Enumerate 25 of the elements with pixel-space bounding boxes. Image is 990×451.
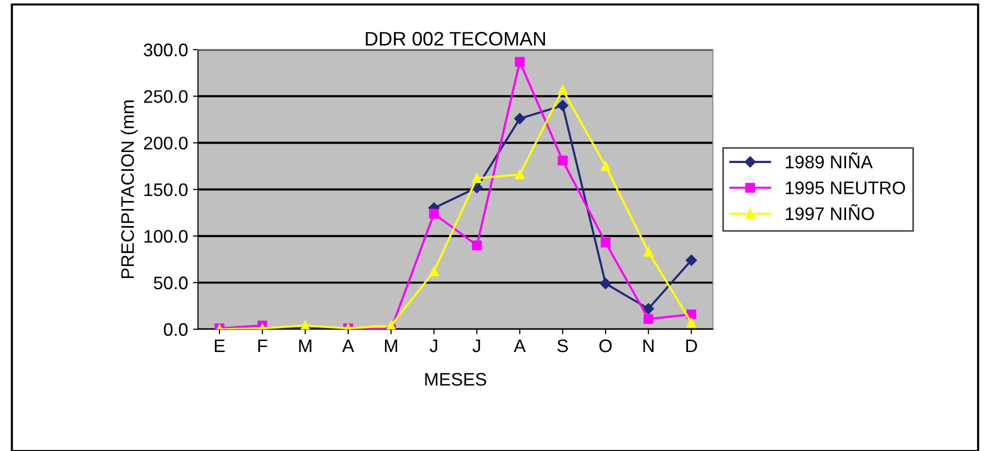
chart-title: DDR 002 TECOMAN bbox=[366, 32, 545, 46]
x-tick-label: A bbox=[514, 340, 526, 352]
y-tick-label: 250.0 bbox=[144, 90, 188, 103]
y-tick-label: 100.0 bbox=[144, 230, 188, 243]
x-axis-title: MESES bbox=[425, 372, 486, 386]
legend-label: 1995 NEUTRO bbox=[786, 181, 906, 194]
y-tick-label: 300.0 bbox=[144, 44, 188, 56]
y-tick-label: 50.0 bbox=[154, 276, 188, 290]
x-tick-label: M bbox=[385, 340, 398, 352]
x-tick-label: A bbox=[342, 340, 354, 352]
x-tick-label: O bbox=[599, 339, 612, 352]
x-tick-label: E bbox=[214, 340, 225, 352]
x-tick-label: J bbox=[472, 340, 480, 352]
x-tick-label: J bbox=[430, 340, 438, 352]
x-tick-label: D bbox=[686, 340, 698, 352]
x-tick-label: M bbox=[299, 340, 312, 352]
y-axis-title: PRECIPITACION (mm bbox=[120, 100, 138, 278]
x-tick-label: F bbox=[258, 340, 268, 352]
x-tick-label: S bbox=[557, 339, 568, 352]
y-tick-label: 0.0 bbox=[164, 323, 188, 336]
legend-label: 1997 NIÑO bbox=[786, 204, 874, 220]
y-tick-label: 150.0 bbox=[144, 183, 188, 196]
y-tick-label: 200.0 bbox=[144, 136, 188, 150]
x-tick-label: N bbox=[643, 340, 654, 352]
legend-label: 1989 NIÑA bbox=[786, 152, 873, 168]
